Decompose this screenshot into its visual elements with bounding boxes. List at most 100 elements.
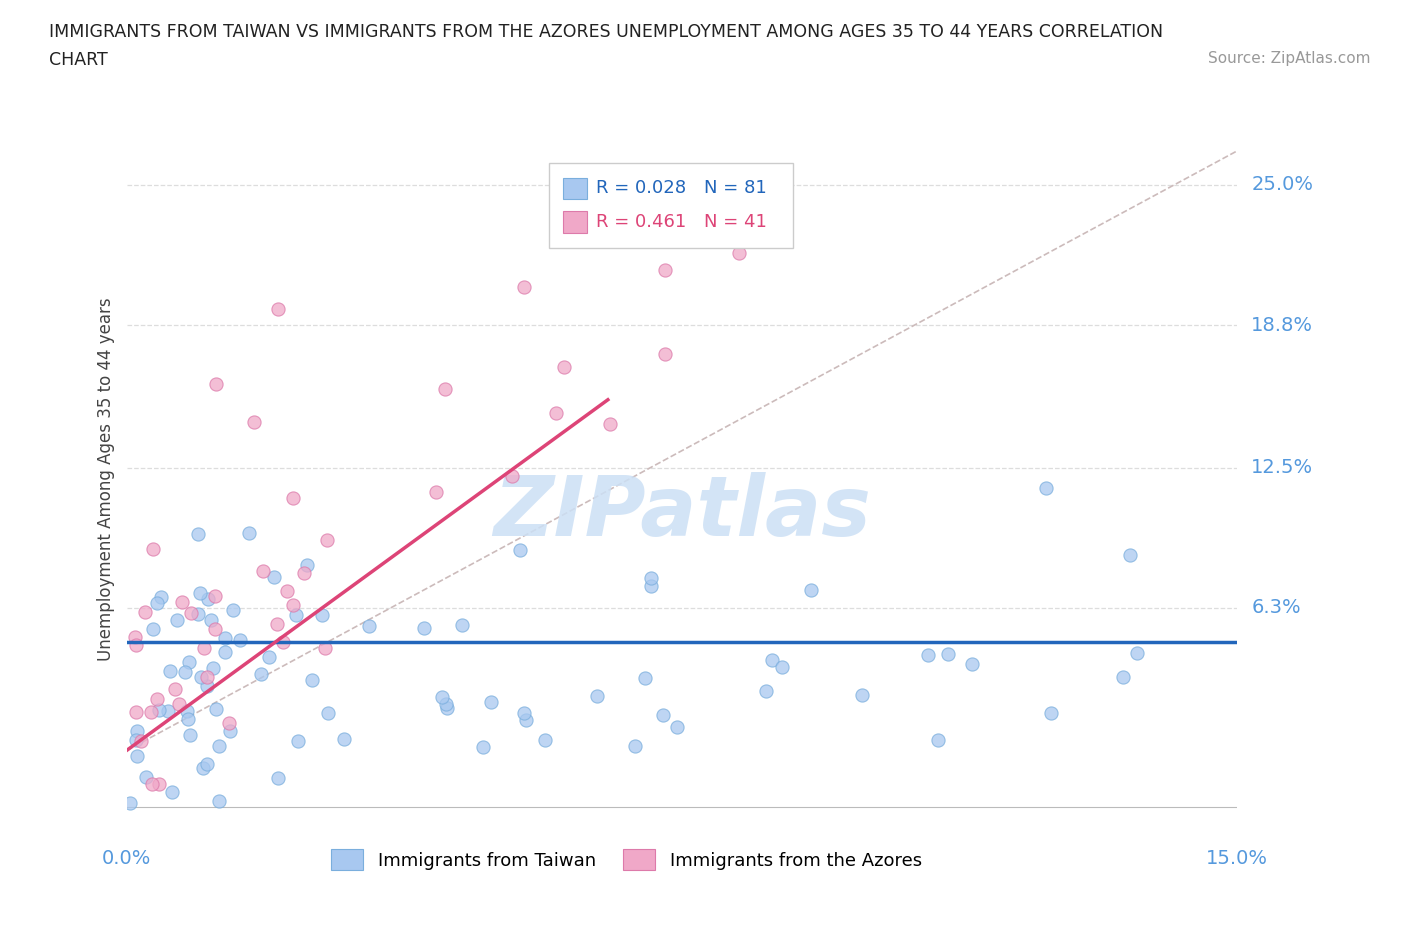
Point xyxy=(544,406,567,421)
Point xyxy=(433,381,456,396)
Point xyxy=(125,705,148,720)
FancyBboxPatch shape xyxy=(548,164,793,248)
Text: 15.0%: 15.0% xyxy=(1206,849,1268,868)
Point xyxy=(509,542,531,557)
Point xyxy=(135,770,157,785)
Point xyxy=(118,795,141,810)
Point xyxy=(170,595,193,610)
Point xyxy=(292,565,315,580)
Point xyxy=(513,279,536,294)
Point xyxy=(263,569,285,584)
Point xyxy=(179,727,201,742)
Point xyxy=(166,613,188,628)
Point xyxy=(318,706,340,721)
Point xyxy=(412,621,434,636)
Point xyxy=(165,682,187,697)
Point xyxy=(960,657,983,671)
Point xyxy=(332,731,354,746)
Point xyxy=(267,301,290,316)
Legend: Immigrants from Taiwan, Immigrants from the Azores: Immigrants from Taiwan, Immigrants from … xyxy=(323,842,929,877)
Y-axis label: Unemployment Among Ages 35 to 44 years: Unemployment Among Ages 35 to 44 years xyxy=(97,298,115,660)
Point xyxy=(204,589,226,604)
Text: 25.0%: 25.0% xyxy=(1251,175,1313,194)
Point xyxy=(159,664,181,679)
Point xyxy=(772,659,794,674)
Point xyxy=(127,749,149,764)
Point xyxy=(141,777,163,792)
Point xyxy=(585,689,607,704)
Point xyxy=(177,654,200,669)
Point xyxy=(259,649,281,664)
Bar xyxy=(562,178,588,199)
Point xyxy=(1039,705,1062,720)
Point xyxy=(1119,548,1142,563)
Point xyxy=(654,262,676,277)
Point xyxy=(1126,645,1149,660)
Text: ZIPatlas: ZIPatlas xyxy=(494,472,870,553)
Point xyxy=(204,622,226,637)
Point xyxy=(434,698,457,712)
Point xyxy=(281,490,304,505)
Point xyxy=(208,793,231,808)
Point xyxy=(515,713,537,728)
Point xyxy=(167,697,190,711)
Point xyxy=(276,583,298,598)
Point xyxy=(287,734,309,749)
Point xyxy=(141,704,163,719)
Point xyxy=(200,613,222,628)
Point xyxy=(666,720,689,735)
Point xyxy=(148,702,170,717)
Point xyxy=(238,526,260,541)
Point xyxy=(197,591,219,606)
Point xyxy=(146,595,169,610)
Point xyxy=(640,570,662,585)
Point xyxy=(927,732,949,747)
Point xyxy=(851,687,873,702)
Point xyxy=(129,734,152,749)
Point xyxy=(359,618,381,633)
Text: CHART: CHART xyxy=(49,51,108,69)
Point xyxy=(472,739,495,754)
Text: N = 81: N = 81 xyxy=(704,179,766,197)
Point xyxy=(640,578,662,593)
Point xyxy=(266,617,288,631)
Point xyxy=(301,672,323,687)
Point xyxy=(534,732,557,747)
Point xyxy=(218,723,240,737)
Point xyxy=(190,670,212,684)
Point xyxy=(229,632,252,647)
Point xyxy=(180,606,202,621)
Point xyxy=(553,359,575,374)
Point xyxy=(1035,481,1057,496)
Point xyxy=(727,246,749,260)
Point xyxy=(134,604,156,619)
Point xyxy=(284,607,307,622)
Point xyxy=(125,637,148,652)
Point xyxy=(242,415,264,430)
Text: R = 0.461: R = 0.461 xyxy=(596,213,686,232)
Point xyxy=(160,785,183,800)
Point xyxy=(205,377,228,392)
Point xyxy=(432,690,454,705)
Point xyxy=(652,708,675,723)
Point xyxy=(221,603,243,618)
Point xyxy=(142,541,165,556)
Point xyxy=(142,622,165,637)
Point xyxy=(148,777,170,792)
Point xyxy=(1111,669,1133,684)
Point xyxy=(252,564,274,578)
Point xyxy=(195,670,218,684)
Point xyxy=(755,684,778,698)
Point xyxy=(314,641,336,656)
Text: 6.3%: 6.3% xyxy=(1251,598,1301,618)
Point xyxy=(214,644,236,659)
Text: 12.5%: 12.5% xyxy=(1251,458,1313,477)
Point xyxy=(214,631,236,645)
Bar xyxy=(562,211,588,233)
Point xyxy=(125,724,148,738)
Point xyxy=(146,692,169,707)
Point xyxy=(479,695,502,710)
Text: 0.0%: 0.0% xyxy=(101,849,152,868)
Text: 18.8%: 18.8% xyxy=(1251,315,1313,335)
Point xyxy=(150,590,173,604)
